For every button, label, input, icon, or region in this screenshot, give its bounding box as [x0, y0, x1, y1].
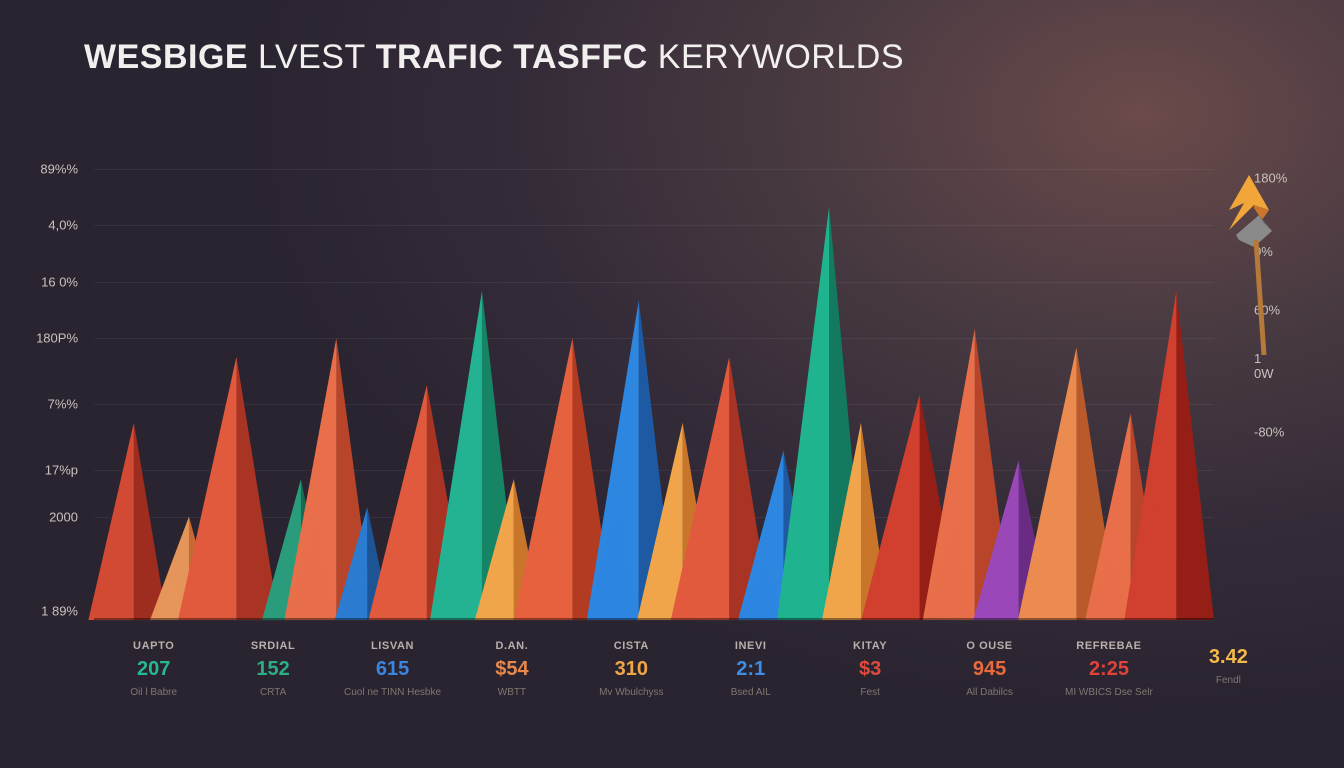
x-axis-item: INEVI 2:1 Bsed AIL: [691, 640, 810, 699]
x-axis-category-label: SRDIAL: [217, 640, 328, 652]
x-axis-value: 152: [217, 658, 328, 681]
y-axis-left-label: 180P%: [18, 331, 78, 346]
x-axis-item: KITAY $3 Fest: [810, 640, 929, 699]
title-word-4: KERYWORLDS: [658, 38, 904, 76]
title-word-3: TRAFIC TASFFC: [376, 38, 648, 76]
chart-title: WESBIGE LVEST TRAFIC TASFFC KERYWORLDS: [84, 38, 904, 77]
y-axis-left-label: 2000: [18, 509, 78, 524]
x-axis: UAPTO 207 Oil l Babre SRDIAL 152 CRTA LISVAN 61…: [94, 640, 1288, 699]
x-axis-sublabel: Mv Wbulchyss: [576, 687, 687, 699]
chart-baseline: [94, 618, 1214, 620]
x-axis-item: O OUSE 945 All Dabilcs: [930, 640, 1049, 699]
x-axis-value: $54: [456, 658, 567, 681]
x-axis-value: 310: [576, 658, 687, 681]
x-axis-category-label: INEVI: [695, 640, 806, 652]
chart-peak: [1124, 291, 1214, 620]
x-axis-value: 945: [934, 658, 1045, 681]
x-axis-value: 2:25: [1053, 658, 1164, 681]
x-axis-category-label: UAPTO: [98, 640, 209, 652]
x-axis-item: UAPTO 207 Oil l Babre: [94, 640, 213, 699]
chart-plot-area: 89%%4,0%16 0%180P%7%%17%p20001 89% 180%0…: [94, 150, 1214, 620]
chart-peak: [88, 423, 166, 620]
y-axis-left-label: 16 0%: [18, 274, 78, 289]
x-axis-category-label: LISVAN: [337, 640, 448, 652]
x-axis-sublabel: Fendl: [1173, 675, 1284, 687]
x-axis-sublabel: MI WBICS Dse Selr: [1053, 687, 1164, 699]
x-axis-item: SRDIAL 152 CRTA: [213, 640, 332, 699]
y-axis-left-label: 17%p: [18, 462, 78, 477]
x-axis-sublabel: Oil l Babre: [98, 687, 209, 699]
x-axis-value: $3: [814, 658, 925, 681]
x-axis-item: CISTA 310 Mv Wbulchyss: [572, 640, 691, 699]
y-axis-left-label: 4,0%: [18, 218, 78, 233]
y-axis-left-label: 1 89%: [18, 603, 78, 618]
title-word-2: LVEST: [258, 38, 366, 76]
x-axis-sublabel: All Dabilcs: [934, 687, 1045, 699]
x-axis-value: 2:1: [695, 658, 806, 681]
x-axis-category-label: KITAY: [814, 640, 925, 652]
x-axis-item: LISVAN 615 Cuol ne TINN Hesbke: [333, 640, 452, 699]
x-axis-sublabel: WBTT: [456, 687, 567, 699]
x-axis-value: 3.42: [1173, 646, 1284, 669]
y-axis-left-label: 7%%: [18, 396, 78, 411]
x-axis-category-label: O OUSE: [934, 640, 1045, 652]
x-axis-item: D.AN. $54 WBTT: [452, 640, 571, 699]
y-axis-left-label: 89%%: [18, 161, 78, 176]
chart-peak: [178, 357, 279, 620]
y-axis-right-label: -80%: [1254, 425, 1284, 440]
peaks-layer: [94, 150, 1214, 620]
x-axis-value: 615: [337, 658, 448, 681]
x-axis-sublabel: Fest: [814, 687, 925, 699]
x-axis-sublabel: CRTA: [217, 687, 328, 699]
x-axis-sublabel: Bsed AIL: [695, 687, 806, 699]
x-axis-category-label: CISTA: [576, 640, 687, 652]
arrow-icon: [1214, 175, 1284, 360]
x-axis-value: 207: [98, 658, 209, 681]
title-word-1: WESBIGE: [84, 38, 248, 76]
x-axis-sublabel: Cuol ne TINN Hesbke: [337, 687, 448, 699]
x-axis-category-label: D.AN.: [456, 640, 567, 652]
x-axis-item: REFREBAE 2:25 MI WBICS Dse Selr: [1049, 640, 1168, 699]
x-axis-item: 3.42 Fendl: [1169, 640, 1288, 699]
x-axis-category-label: REFREBAE: [1053, 640, 1164, 652]
